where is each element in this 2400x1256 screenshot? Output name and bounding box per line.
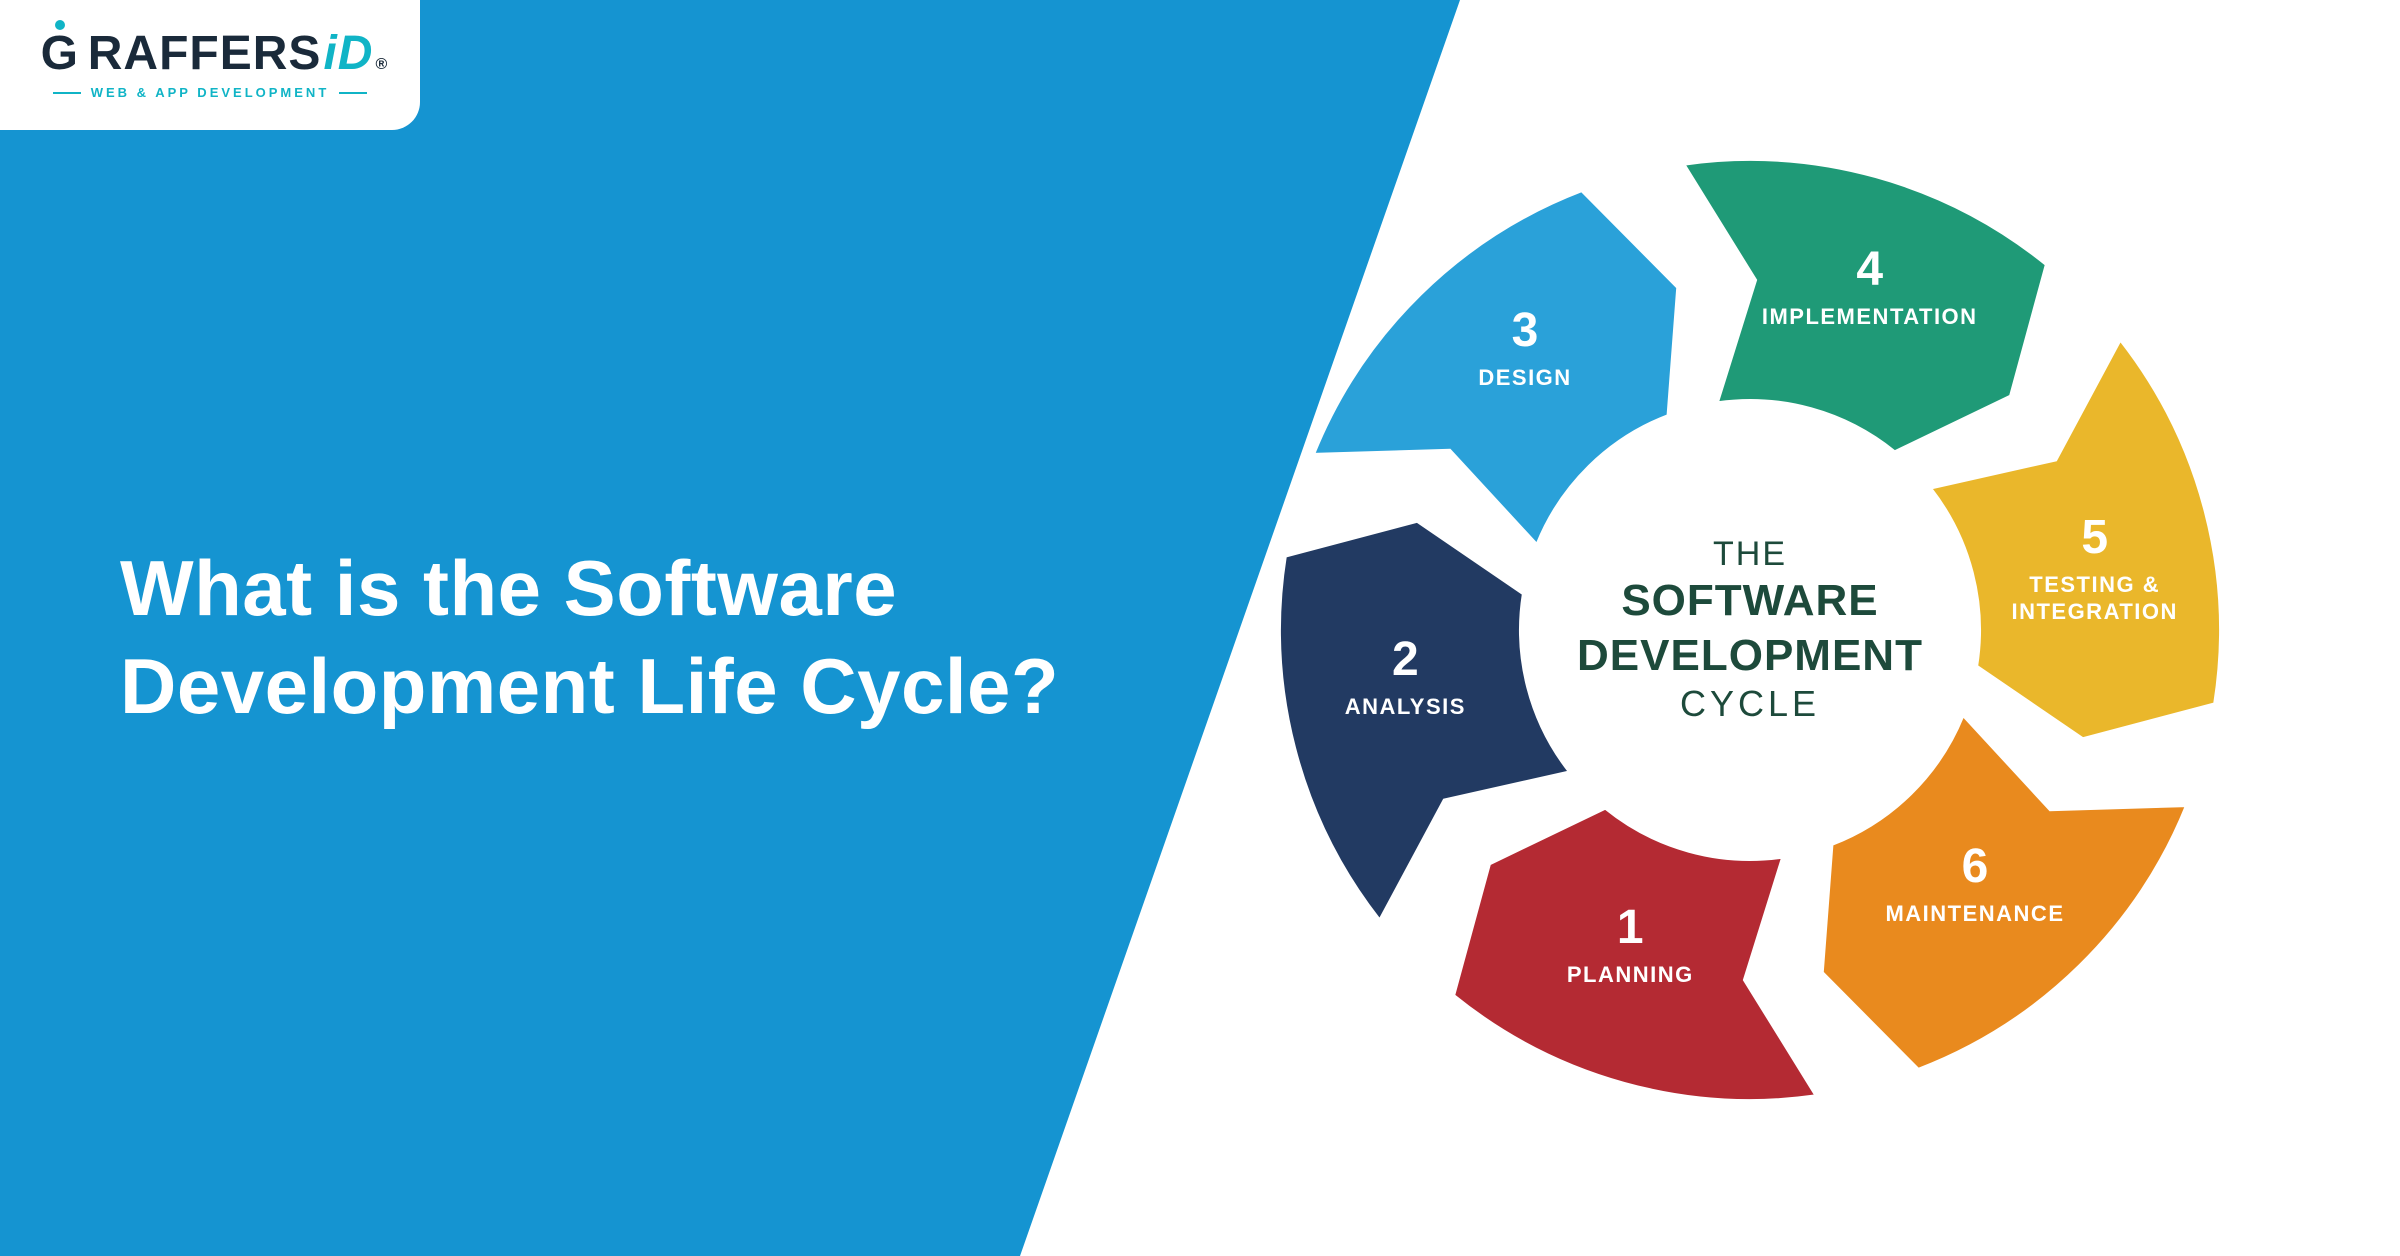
brand-logo-tab: G RAFFERS iD ® WEB & APP DEVELOPMENT — [0, 0, 420, 130]
registered-mark: ® — [375, 56, 388, 74]
center-line-the: THE — [1713, 535, 1787, 574]
brand-text-pre: RAFFERS — [88, 26, 322, 81]
tagline-rule-left — [53, 92, 81, 94]
stage: G RAFFERS iD ® WEB & APP DEVELOPMENT Wha… — [0, 0, 2400, 1256]
brand-wordmark: G RAFFERS iD ® — [32, 26, 388, 81]
sdlc-cycle-diagram: THE SOFTWARE DEVELOPMENT CYCLE 1PLANNING… — [1250, 130, 2250, 1130]
page-title: What is the Software Development Life Cy… — [120, 540, 1200, 735]
brand-tagline: WEB & APP DEVELOPMENT — [91, 85, 330, 100]
center-line-dev: DEVELOPMENT — [1577, 633, 1923, 679]
brand-letter-g: G — [32, 26, 88, 81]
center-line-cycle: CYCLE — [1680, 683, 1820, 725]
center-line-sw: SOFTWARE — [1621, 578, 1878, 624]
brand-tagline-row: WEB & APP DEVELOPMENT — [53, 85, 368, 100]
cycle-segment-4 — [1685, 160, 2046, 451]
cycle-center-disc: THE SOFTWARE DEVELOPMENT CYCLE — [1535, 415, 1965, 845]
tagline-rule-right — [339, 92, 367, 94]
cycle-segment-1 — [1454, 809, 1815, 1100]
brand-text-id: iD — [323, 26, 373, 81]
